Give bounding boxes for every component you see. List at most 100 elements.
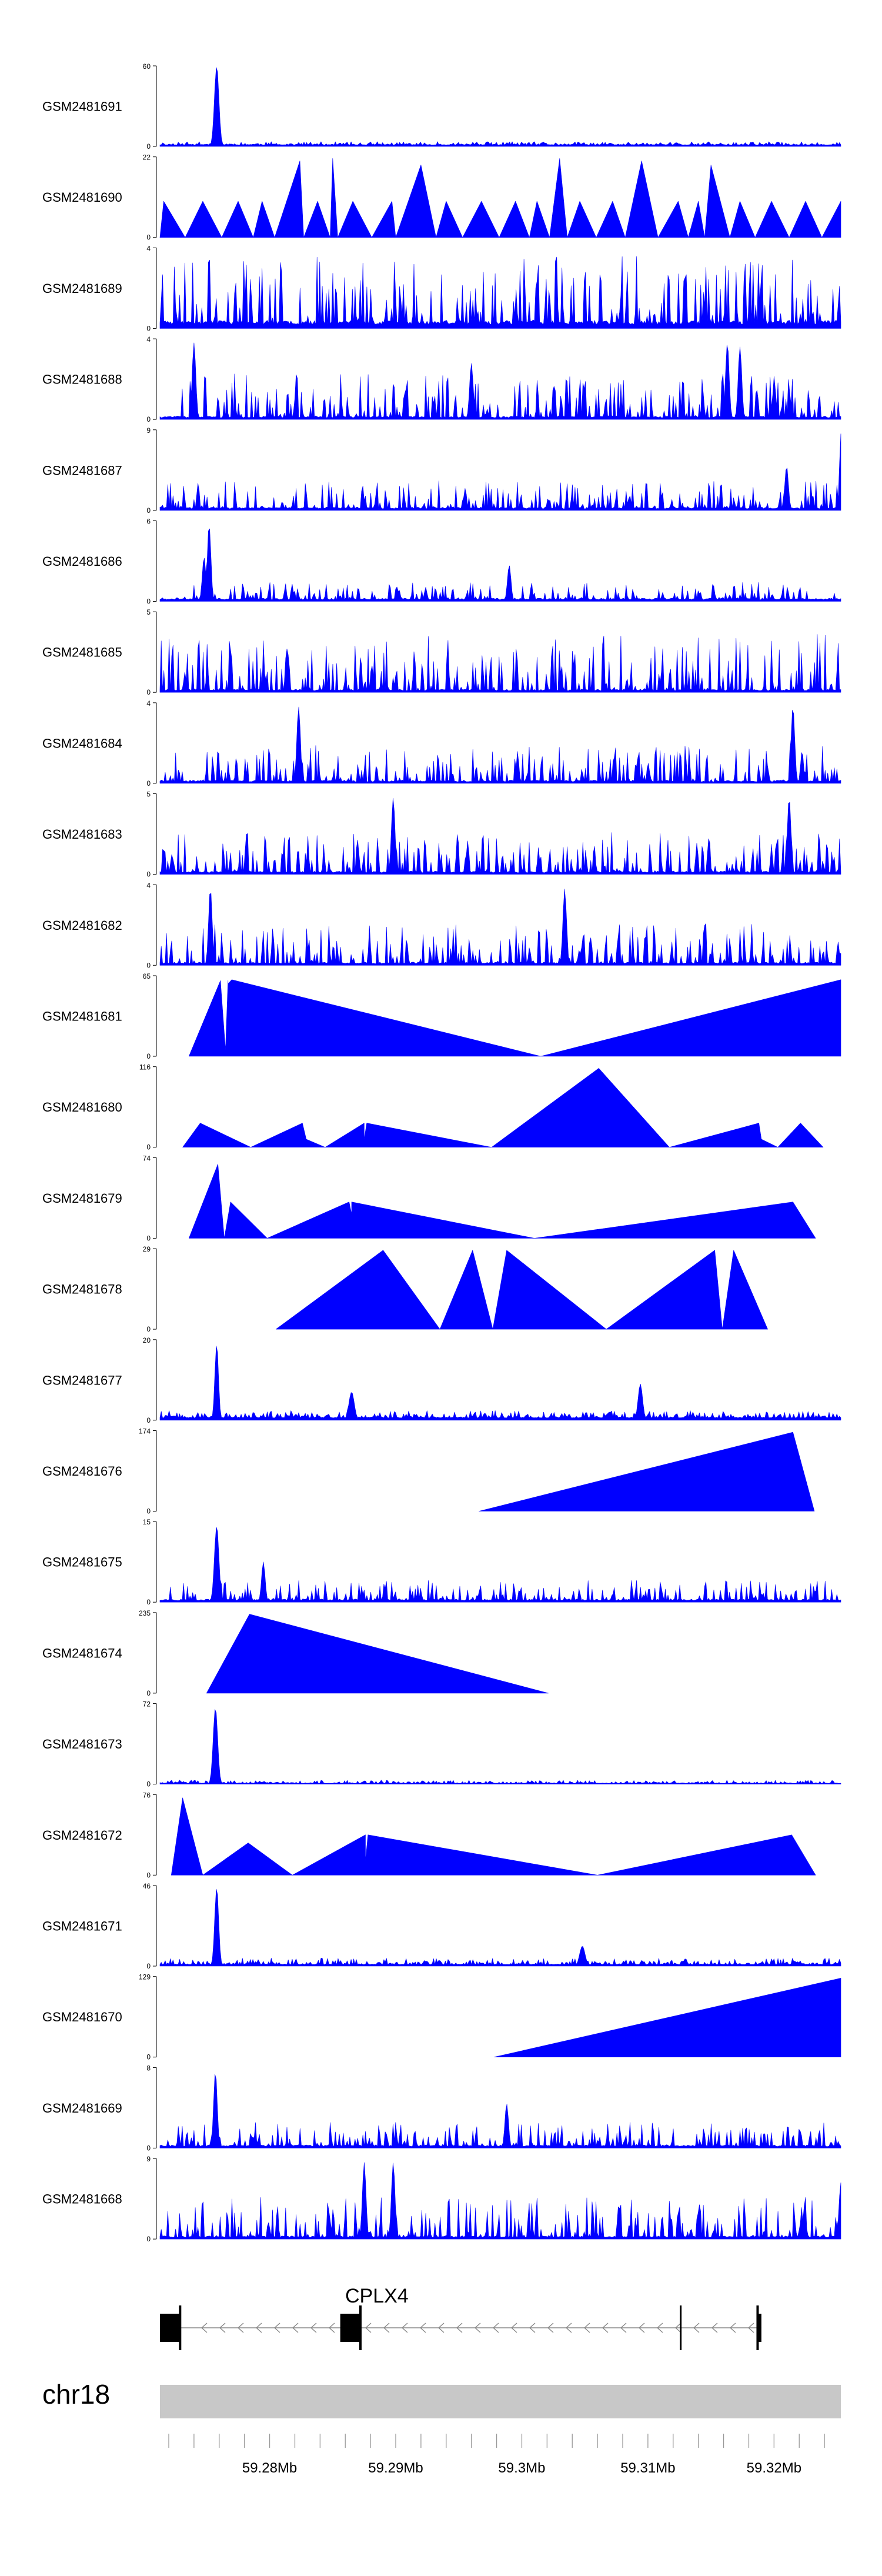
axis-tick-label: 59.29Mb: [368, 2460, 423, 2476]
y-min-label: 0: [146, 1598, 151, 1606]
strand-arrow: [437, 2323, 445, 2333]
gene-exon: [160, 2314, 181, 2342]
strand-arrow: [747, 2323, 754, 2333]
strand-arrow: [328, 2323, 335, 2333]
signal-area: [159, 2162, 841, 2240]
strand-arrow: [310, 2323, 317, 2333]
y-min-label: 0: [146, 1143, 151, 1152]
y-min-label: 0: [146, 688, 151, 696]
track-GSM2481685: GSM2481685 5 0: [42, 608, 841, 696]
gene-track: CPLX4: [160, 2285, 761, 2350]
signal-area: [182, 1068, 824, 1147]
strand-arrow: [547, 2323, 554, 2333]
y-max-label: 8: [146, 2064, 151, 2072]
y-min-label: 0: [146, 506, 151, 515]
strand-arrow: [529, 2323, 536, 2333]
strand-arrow: [510, 2323, 517, 2333]
track-GSM2481680: GSM2481680 116 0: [42, 1063, 824, 1152]
gene-exon: [340, 2314, 360, 2342]
gene-label: CPLX4: [345, 2285, 409, 2307]
y-min-label: 0: [146, 961, 151, 969]
strand-arrow: [219, 2323, 226, 2333]
y-max-label: 65: [143, 972, 151, 980]
y-max-label: 235: [139, 1609, 151, 1617]
track-GSM2481676: GSM2481676 174 0: [42, 1427, 815, 1516]
signal-area: [159, 634, 841, 693]
track-label: GSM2481675: [42, 1555, 122, 1570]
signal-area: [159, 158, 841, 238]
signal-area: [159, 1888, 841, 1967]
strand-arrow: [255, 2323, 262, 2333]
y-min-label: 0: [146, 1962, 151, 1970]
signal-area: [493, 1978, 841, 2057]
signal-area: [159, 1527, 841, 1603]
axis-tick-label: 59.28Mb: [242, 2460, 297, 2476]
signal-area: [159, 1346, 841, 1421]
y-max-label: 5: [146, 608, 151, 616]
y-min-label: 0: [146, 1689, 151, 1697]
track-label: GSM2481687: [42, 463, 122, 478]
axis-tick-label: 59.32Mb: [747, 2460, 801, 2476]
y-min-label: 0: [146, 2235, 151, 2243]
axis-tick-label: 59.31Mb: [620, 2460, 675, 2476]
signal-area: [206, 1614, 549, 1694]
track-GSM2481672: GSM2481672 76 0: [42, 1791, 816, 1879]
y-max-label: 9: [146, 2155, 151, 2163]
track-GSM2481678: GSM2481678 29 0: [42, 1245, 768, 1333]
y-max-label: 129: [139, 1973, 151, 1981]
signal-tracks: GSM2481691600GSM2481690220GSM248168940GS…: [42, 62, 841, 2243]
y-min-label: 0: [146, 1780, 151, 1788]
y-min-label: 0: [146, 1507, 151, 1516]
signal-area: [479, 1432, 815, 1511]
track-label: GSM2481688: [42, 372, 122, 387]
track-GSM2481670: GSM2481670 129 0: [42, 1973, 841, 2061]
strand-arrow: [383, 2323, 390, 2333]
y-min-label: 0: [146, 2053, 151, 2061]
y-max-label: 22: [143, 154, 151, 162]
y-max-label: 29: [143, 1245, 151, 1253]
strand-arrow: [292, 2323, 299, 2333]
y-max-label: 46: [143, 1882, 151, 1890]
track-label: GSM2481682: [42, 918, 122, 933]
track-GSM2481682: GSM2481682 4 0: [42, 881, 841, 969]
y-min-label: 0: [146, 598, 151, 606]
track-label: GSM2481677: [42, 1373, 122, 1387]
signal-area: [159, 798, 841, 875]
y-max-label: 9: [146, 426, 151, 435]
strand-arrow: [656, 2323, 663, 2333]
y-min-label: 0: [146, 1416, 151, 1424]
y-min-label: 0: [146, 870, 151, 879]
track-label: GSM2481678: [42, 1282, 122, 1297]
y-max-label: 174: [139, 1427, 151, 1436]
track-label: GSM2481673: [42, 1737, 122, 1751]
y-min-label: 0: [146, 1052, 151, 1060]
strand-arrow: [583, 2323, 590, 2333]
track-GSM2481687: GSM2481687 9 0: [42, 426, 841, 515]
y-max-label: 20: [143, 1336, 151, 1344]
strand-arrow: [674, 2323, 681, 2333]
track-GSM2481668: GSM2481668 9 0: [42, 2155, 841, 2243]
track-GSM2481688: GSM2481688 4 0: [42, 335, 841, 423]
track-GSM2481681: GSM2481681 65 0: [42, 972, 841, 1060]
y-min-label: 0: [146, 415, 151, 423]
strand-arrow: [201, 2323, 208, 2333]
y-max-label: 4: [146, 699, 151, 708]
y-min-label: 0: [146, 779, 151, 788]
y-min-label: 0: [146, 1325, 151, 1333]
signal-area: [159, 2074, 841, 2148]
genome-axis: 59.28Mb 59.29Mb 59.3Mb 59.31Mb 59.32Mb: [168, 2434, 825, 2476]
y-min-label: 0: [146, 1871, 151, 1879]
track-GSM2481673: GSM2481673 72 0: [42, 1700, 841, 1788]
track-label: GSM2481676: [42, 1464, 122, 1479]
axis-tick-label: 59.3Mb: [498, 2460, 545, 2476]
track-label: GSM2481674: [42, 1646, 122, 1660]
y-min-label: 0: [146, 324, 151, 332]
y-max-label: 74: [143, 1154, 151, 1162]
track-GSM2481671: GSM2481671 46 0: [42, 1882, 841, 1970]
signal-area: [159, 67, 841, 147]
track-label: GSM2481690: [42, 190, 122, 205]
chromosome-bar: [160, 2385, 841, 2418]
track-GSM2481686: GSM2481686 6 0: [42, 518, 841, 606]
gene-exon: [757, 2314, 761, 2342]
strand-arrow: [693, 2323, 700, 2333]
